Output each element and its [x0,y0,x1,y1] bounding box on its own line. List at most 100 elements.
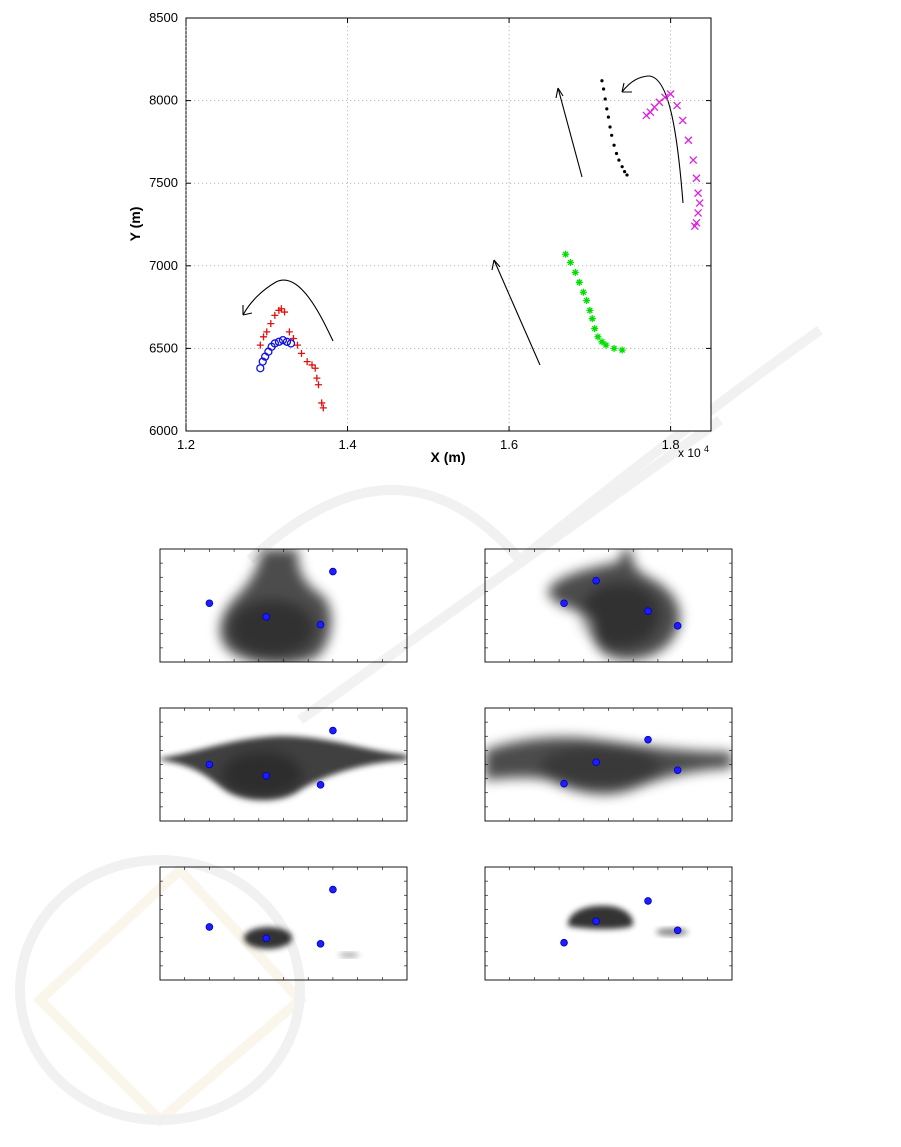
trajectory-chart: 1.2 1.4 1.6 1.8 6000 6500 7000 7500 8000 8500 X (… [127,10,712,465]
point-plus [303,358,311,366]
point-star [591,325,599,333]
point-circle [282,337,292,346]
axis-labels: 1.2 1.4 1.6 1.8 6000 6500 7000 7500 8000 8500 [149,10,680,452]
direction-arrows [242,75,684,366]
agent-point [205,599,214,608]
point-plus [267,320,275,328]
panel-points [205,885,337,948]
series-2 [256,335,296,373]
density-panel-4 [484,707,733,822]
point-circle [258,357,267,366]
point-x [692,174,701,183]
y-axis-title: Y (m) [127,207,143,242]
agent-point [673,766,682,774]
y-tick-label: 6000 [149,423,178,438]
point-star [588,315,596,323]
point-x [684,136,693,145]
point-dot [600,79,604,83]
point-star [566,258,574,266]
point-circle [278,335,288,345]
point-star [579,288,587,296]
density-panel-1 [159,548,408,663]
point-x [666,90,675,98]
point-dot [605,107,609,111]
agent-point [644,735,652,744]
y-tick-label: 7000 [149,258,178,273]
y-tick-label: 6500 [149,340,178,355]
point-star [618,346,626,354]
plot-area [185,17,712,432]
x-tick-label: 1.6 [500,437,518,452]
point-star [598,338,606,346]
panel-frame [159,866,408,981]
point-plus [277,305,285,313]
point-dot [625,173,629,177]
point-plus [285,328,293,336]
point-circle [286,339,296,348]
grid [185,18,711,431]
agent-point [592,576,600,585]
point-star [562,250,570,258]
agent-point [560,938,568,947]
point-plus [293,341,301,349]
point-star [571,268,579,276]
series-4 [600,79,629,177]
point-star [575,278,583,286]
y-tick-label: 8000 [149,93,178,108]
point-plus [271,311,279,319]
agent-point [644,607,652,615]
panel-points [560,897,682,947]
density-panel-6 [484,866,733,981]
agent-point [560,779,568,788]
series-3 [562,250,626,354]
arrowhead [491,259,501,271]
point-x [678,116,687,125]
point-dot [601,87,606,91]
axis-ticks [185,17,711,432]
point-dot [622,170,627,174]
x-tick-label: 1.4 [338,437,356,452]
x-tick-label: 1.2 [177,437,195,452]
agent-point [262,612,271,621]
density-field [485,737,732,795]
point-star [594,333,602,341]
series-1 [256,305,327,412]
agent-point [329,726,337,735]
point-plus [298,349,305,357]
direction-arrow [557,87,583,178]
point-dot [620,165,624,169]
panel-frame [159,548,408,663]
agent-point [673,622,682,630]
point-dot [617,158,621,162]
agent-point [316,620,325,629]
agent-point [560,599,568,608]
direction-arrow [242,279,334,342]
agent-point [644,897,652,905]
x-exponent-label: x 10 4 [678,444,709,460]
point-circle [270,339,279,348]
agent-point [329,885,337,894]
arrowhead [555,87,564,99]
agent-point [673,926,682,935]
direction-arrow [621,75,684,204]
point-plus [263,328,271,336]
point-plus [313,374,321,382]
arrowhead [242,305,253,316]
agent-point [592,758,600,767]
agent-point [205,760,214,769]
point-star [586,306,594,314]
point-plus [311,364,319,372]
point-x [694,208,703,217]
point-x [661,93,669,102]
x-tick-label: 1.8 [662,437,680,452]
point-dot [612,143,616,147]
point-plus [319,404,327,412]
x-exponent-power: 4 [704,444,709,454]
arrowhead [621,82,632,93]
point-x [695,199,704,207]
panel-points [560,576,682,630]
density-panel-2 [484,548,733,663]
series-5 [642,90,704,231]
point-dot [603,97,607,101]
